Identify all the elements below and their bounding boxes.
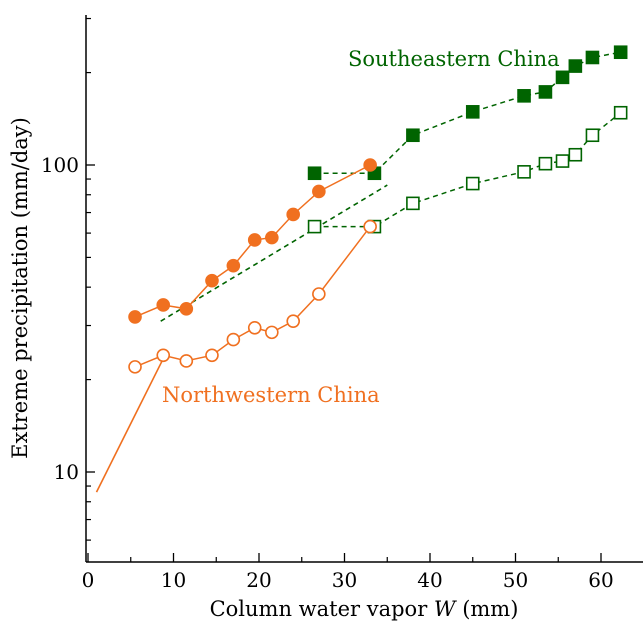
data-point-s1-8	[585, 128, 600, 143]
data-point-s0-3	[465, 105, 480, 119]
data-point-s3-9	[363, 219, 377, 234]
annotation-southeastern-china: Southeastern China	[348, 47, 560, 71]
series-line-2	[134, 164, 371, 318]
data-point-s3-1	[156, 348, 171, 363]
x-tick-label-20: 20	[246, 568, 271, 592]
data-point-s1-0	[307, 219, 322, 234]
data-point-s1-7	[568, 147, 583, 162]
x-tick-label-50: 50	[503, 568, 528, 592]
x-tick-label-30: 30	[332, 568, 357, 592]
data-point-s2-1	[156, 298, 171, 312]
reference-line-1	[95, 354, 166, 493]
data-point-s0-8	[585, 50, 600, 65]
ticks: 0 10 20 30 40 50 60 10 100	[41, 17, 614, 592]
series-line-1	[314, 112, 622, 228]
data-point-s1-2	[406, 196, 420, 211]
y-tick-label-100: 100	[41, 153, 79, 177]
data-point-s2-7	[286, 207, 301, 222]
data-point-s2-3	[205, 273, 219, 288]
plot-area	[95, 45, 628, 493]
data-point-s2-5	[247, 233, 262, 247]
data-point-s3-3	[205, 348, 219, 363]
data-point-s3-6	[265, 325, 279, 340]
x-tick-label-40: 40	[417, 568, 442, 592]
data-point-s1-4	[517, 165, 531, 179]
data-point-s0-5	[538, 85, 553, 99]
data-point-s0-7	[568, 59, 583, 73]
series-line-3	[134, 226, 371, 368]
data-point-s0-6	[555, 70, 570, 85]
data-point-s2-9	[363, 158, 377, 172]
annotation-northwestern-china: Northwestern China	[162, 383, 380, 407]
x-tick-label-10: 10	[161, 568, 186, 592]
data-point-s0-0	[307, 166, 322, 181]
reference-line-0	[160, 184, 388, 322]
data-point-s1-3	[465, 176, 480, 191]
data-point-s3-8	[312, 287, 326, 301]
data-point-s2-4	[226, 258, 241, 273]
data-point-s1-5	[538, 156, 553, 171]
data-point-s0-2	[406, 128, 420, 143]
x-tick-label-60: 60	[588, 568, 613, 592]
axes	[85, 15, 643, 563]
data-point-s2-6	[265, 230, 279, 245]
data-point-s3-0	[128, 360, 142, 374]
x-axis-title: Column water vapor W (mm)	[210, 597, 519, 621]
data-point-s3-4	[226, 332, 241, 347]
data-point-s1-9	[613, 105, 628, 120]
y-axis-title: Extreme precipitation (mm/day)	[8, 117, 32, 459]
x-tick-label-0: 0	[82, 568, 95, 592]
data-point-s2-0	[128, 310, 142, 324]
data-point-s2-2	[179, 302, 194, 316]
data-point-s0-9	[613, 45, 628, 60]
data-point-s0-4	[517, 89, 531, 103]
data-point-s3-7	[286, 314, 301, 328]
data-point-s3-5	[247, 320, 262, 335]
data-point-s3-2	[179, 354, 194, 368]
data-point-s1-6	[555, 154, 570, 168]
data-point-s2-8	[312, 184, 326, 199]
y-tick-label-10: 10	[54, 460, 79, 484]
